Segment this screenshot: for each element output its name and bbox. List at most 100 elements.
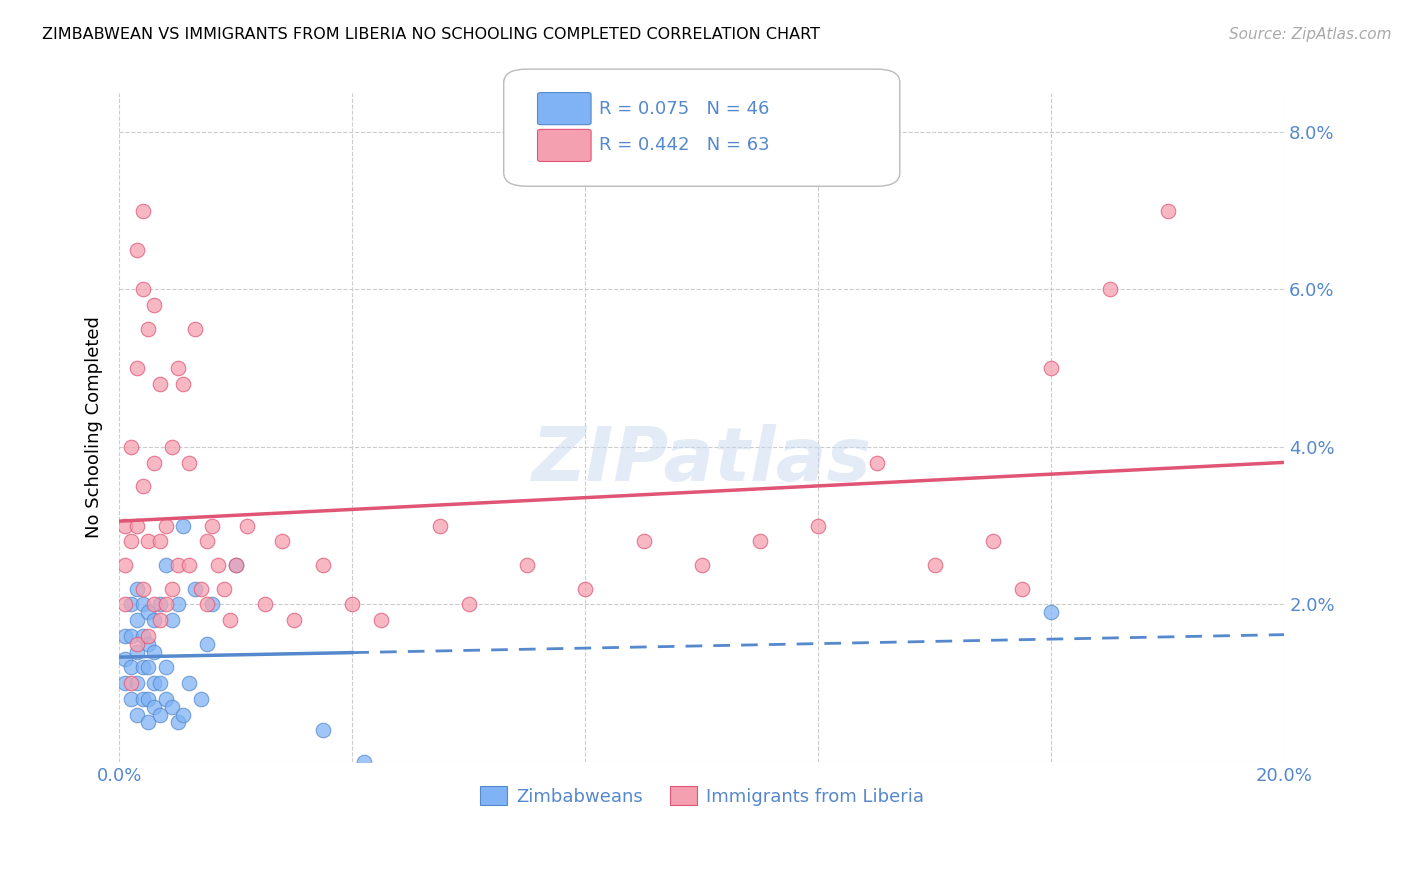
Point: [172, 518, 194, 533]
Point: [143, 597, 166, 611]
Point: [633, 534, 655, 549]
Point: [166, 597, 188, 611]
Point: [195, 597, 218, 611]
Point: [131, 479, 153, 493]
Point: [125, 582, 148, 596]
Point: [184, 322, 207, 336]
Point: [143, 456, 166, 470]
Point: [138, 715, 160, 730]
Point: [131, 629, 153, 643]
Point: [125, 644, 148, 658]
Point: [120, 440, 142, 454]
Text: R = 0.075   N = 46: R = 0.075 N = 46: [599, 100, 769, 118]
Point: [1011, 582, 1033, 596]
Point: [225, 558, 247, 572]
Point: [125, 518, 148, 533]
Point: [155, 597, 177, 611]
Point: [120, 629, 142, 643]
Point: [924, 558, 946, 572]
Point: [865, 456, 887, 470]
Point: [155, 518, 177, 533]
Point: [212, 582, 235, 596]
Point: [166, 558, 188, 572]
Point: [160, 699, 183, 714]
Point: [219, 613, 242, 627]
Point: [120, 534, 142, 549]
Point: [690, 558, 713, 572]
Point: [120, 597, 142, 611]
Text: ZIPatlas: ZIPatlas: [531, 424, 872, 497]
Point: [120, 691, 142, 706]
Point: [807, 518, 830, 533]
Point: [172, 707, 194, 722]
Point: [149, 613, 172, 627]
Point: [207, 558, 229, 572]
Point: [155, 558, 177, 572]
Point: [114, 652, 136, 666]
Point: [149, 597, 172, 611]
Point: [1098, 282, 1121, 296]
Point: [283, 613, 305, 627]
Point: [120, 660, 142, 674]
Text: Source: ZipAtlas.com: Source: ZipAtlas.com: [1229, 27, 1392, 42]
Point: [179, 558, 201, 572]
Point: [190, 691, 212, 706]
Y-axis label: No Schooling Completed: No Schooling Completed: [86, 317, 103, 538]
Point: [125, 361, 148, 376]
Point: [166, 715, 188, 730]
Point: [131, 282, 153, 296]
FancyBboxPatch shape: [503, 70, 900, 186]
Point: [253, 597, 276, 611]
Text: ZIMBABWEAN VS IMMIGRANTS FROM LIBERIA NO SCHOOLING COMPLETED CORRELATION CHART: ZIMBABWEAN VS IMMIGRANTS FROM LIBERIA NO…: [42, 27, 820, 42]
Point: [138, 660, 160, 674]
Point: [271, 534, 294, 549]
Point: [149, 707, 172, 722]
Point: [225, 558, 247, 572]
Point: [353, 755, 375, 769]
Point: [131, 597, 153, 611]
Point: [155, 660, 177, 674]
Point: [114, 597, 136, 611]
Point: [370, 613, 392, 627]
Point: [138, 629, 160, 643]
Point: [138, 322, 160, 336]
Point: [149, 376, 172, 391]
Text: R = 0.442   N = 63: R = 0.442 N = 63: [599, 136, 770, 154]
Point: [143, 298, 166, 312]
Point: [429, 518, 451, 533]
Point: [312, 558, 335, 572]
Point: [981, 534, 1004, 549]
Point: [312, 723, 335, 738]
Point: [236, 518, 259, 533]
Point: [179, 456, 201, 470]
Point: [160, 582, 183, 596]
Point: [160, 613, 183, 627]
Point: [131, 203, 153, 218]
Point: [179, 676, 201, 690]
Point: [342, 597, 364, 611]
Point: [143, 644, 166, 658]
Point: [749, 534, 772, 549]
Point: [1040, 605, 1063, 619]
Point: [160, 440, 183, 454]
Point: [516, 558, 538, 572]
Point: [166, 361, 188, 376]
Point: [125, 613, 148, 627]
Point: [131, 691, 153, 706]
Point: [125, 243, 148, 257]
Point: [184, 582, 207, 596]
Point: [149, 534, 172, 549]
Point: [143, 613, 166, 627]
Point: [1040, 361, 1063, 376]
Point: [195, 637, 218, 651]
Point: [120, 676, 142, 690]
Point: [457, 597, 479, 611]
Point: [195, 534, 218, 549]
Point: [143, 699, 166, 714]
Point: [155, 691, 177, 706]
Point: [574, 582, 596, 596]
Point: [138, 691, 160, 706]
Point: [172, 376, 194, 391]
Point: [131, 582, 153, 596]
Point: [149, 676, 172, 690]
